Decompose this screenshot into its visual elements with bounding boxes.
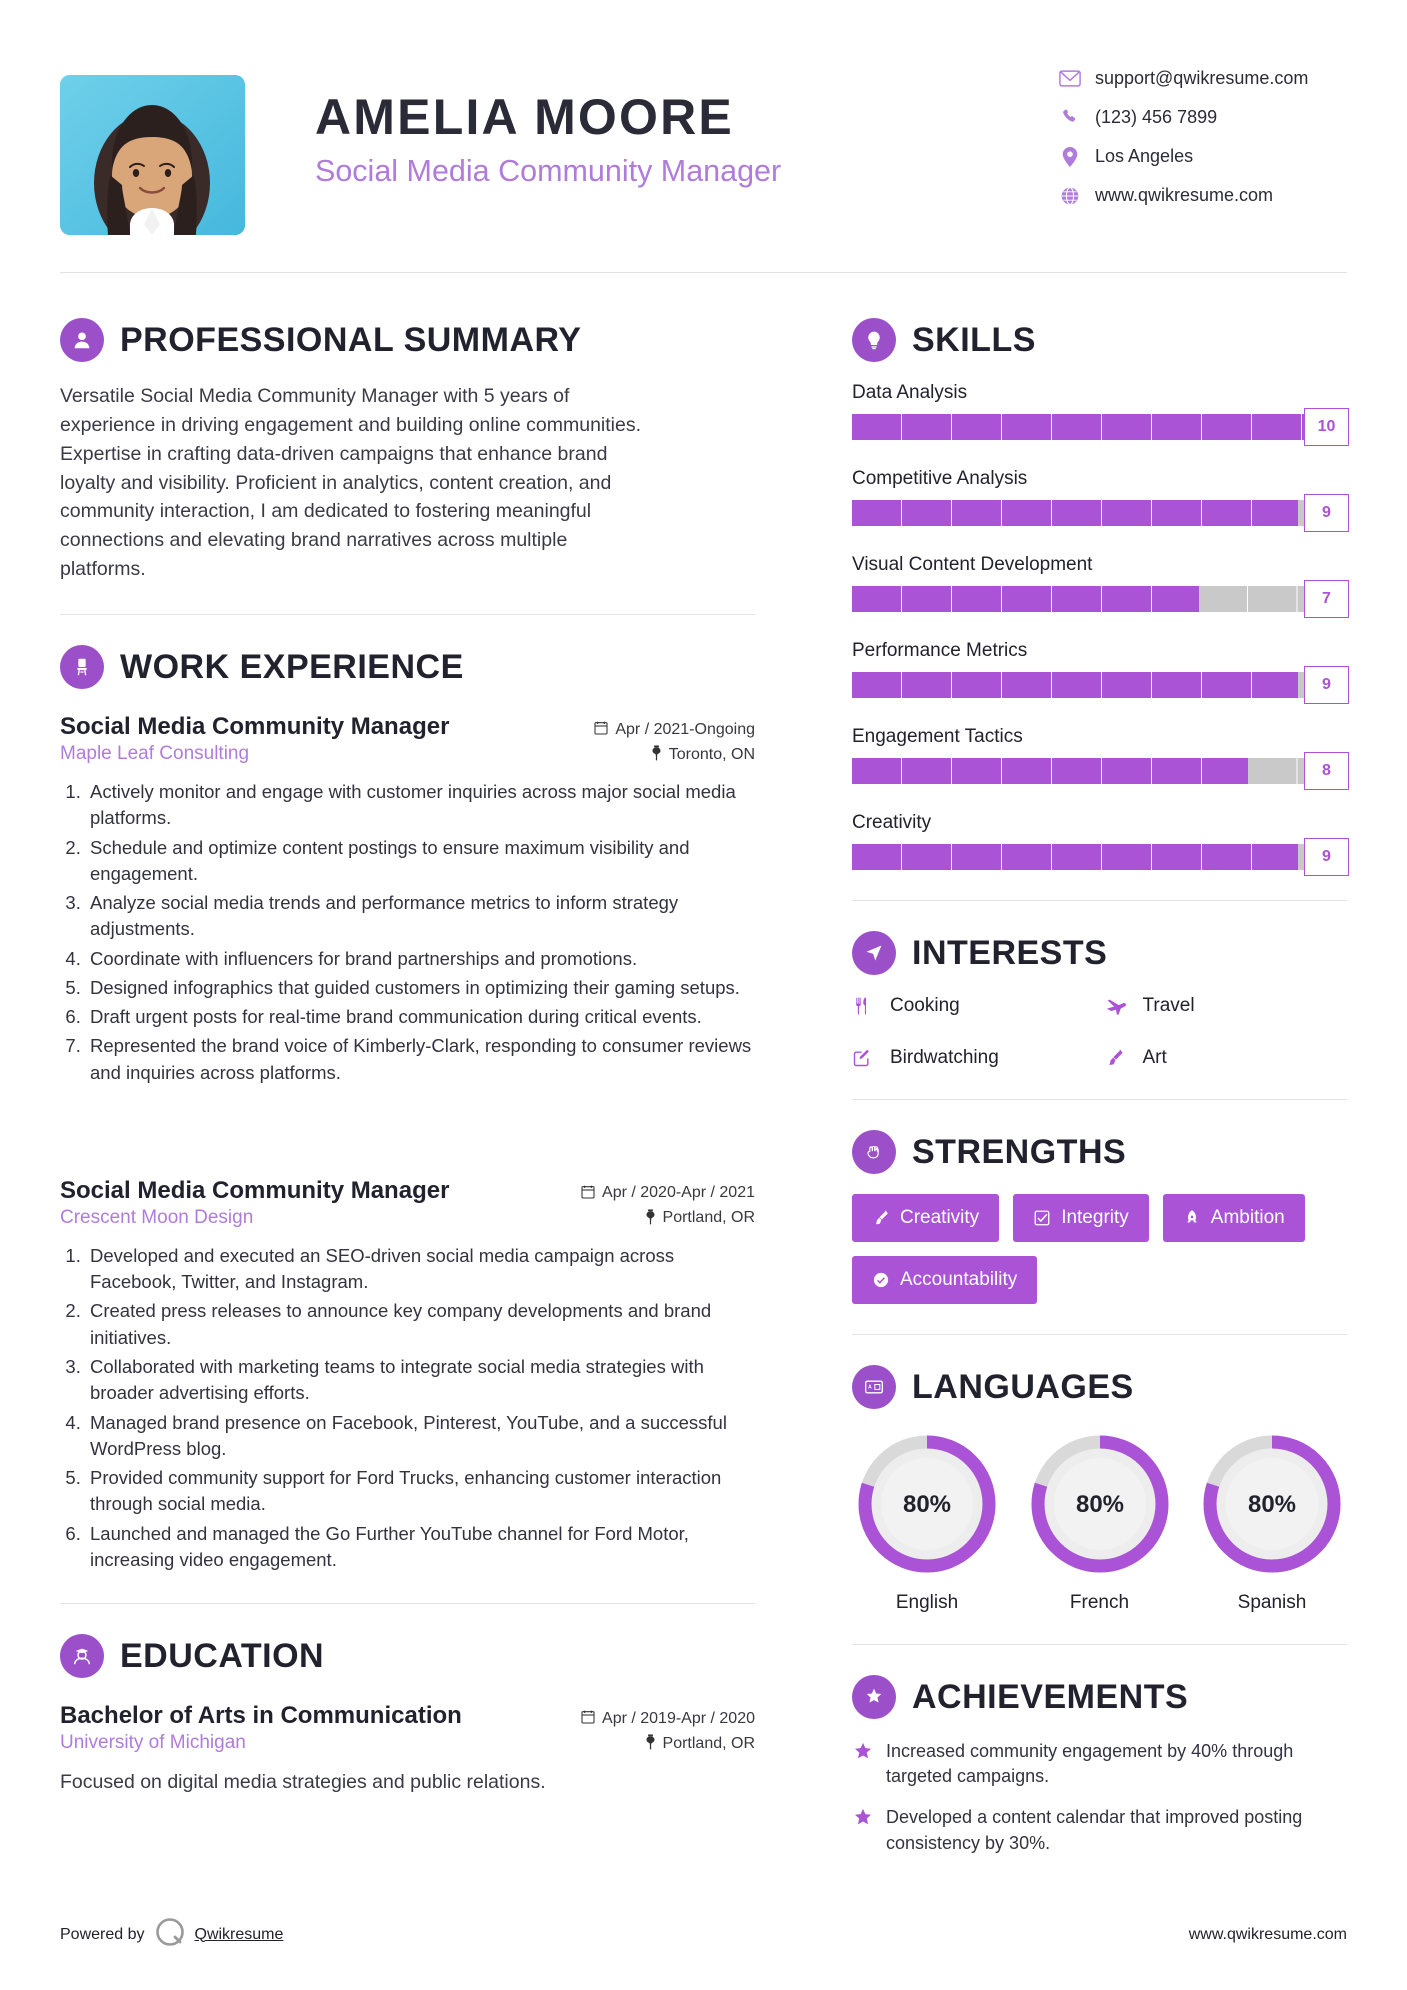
svg-text:A: A	[868, 1385, 872, 1391]
svg-text:80%: 80%	[1075, 1491, 1123, 1518]
svg-text:80%: 80%	[903, 1491, 951, 1518]
svg-text:80%: 80%	[1248, 1491, 1296, 1518]
